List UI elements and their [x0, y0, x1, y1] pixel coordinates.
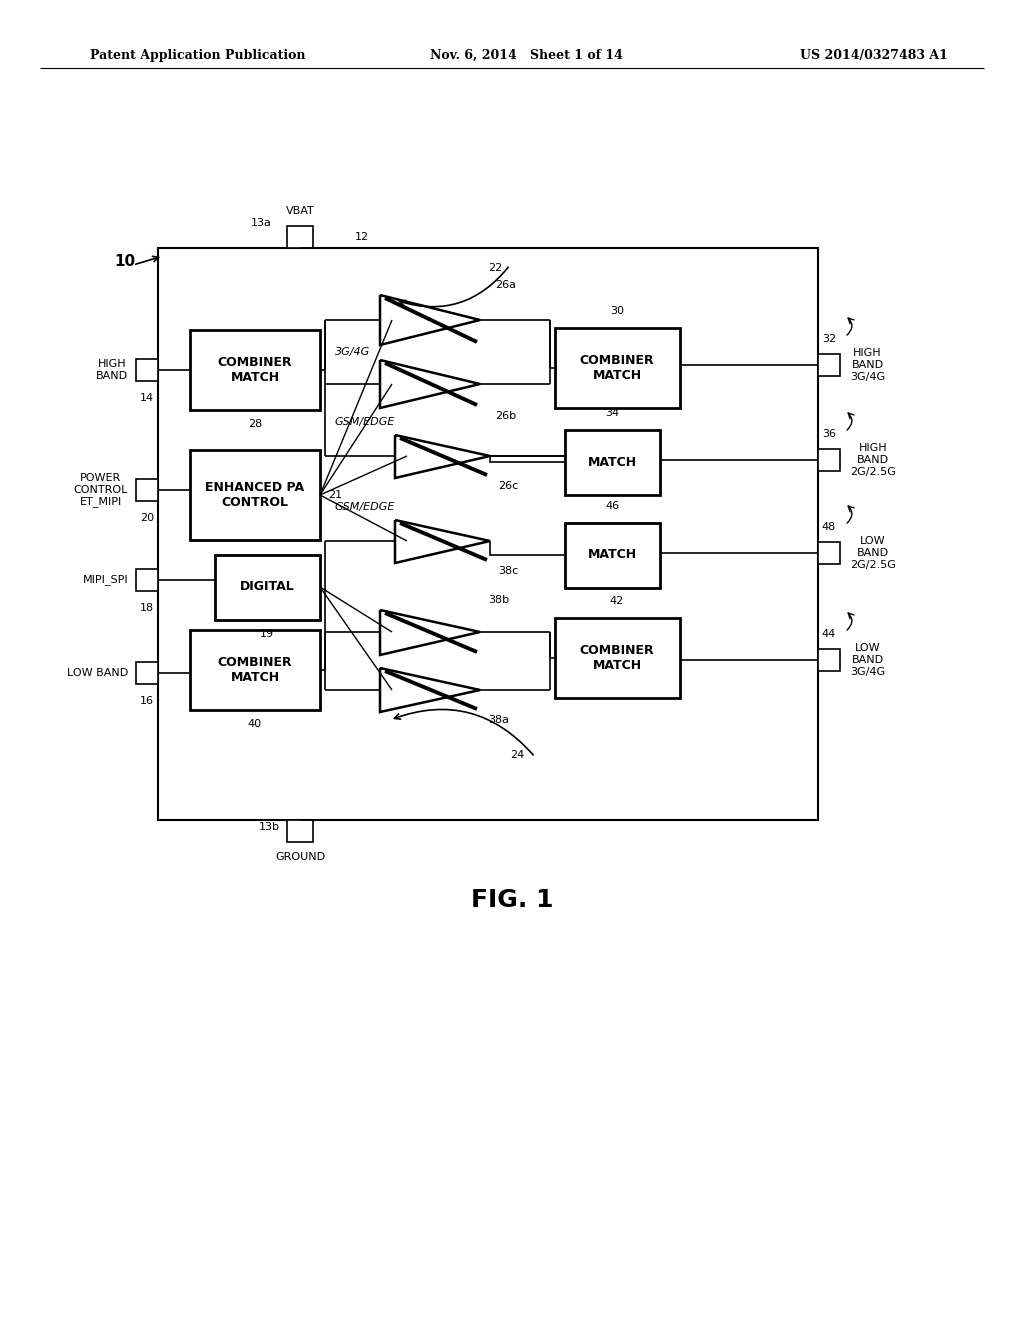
Text: HIGH
BAND: HIGH BAND — [96, 359, 128, 380]
Bar — [215, 554, 319, 620]
Text: 26a: 26a — [495, 280, 516, 290]
Text: 42: 42 — [610, 597, 624, 606]
Text: 28: 28 — [248, 418, 262, 429]
Text: 20: 20 — [140, 513, 154, 523]
Bar — [190, 450, 319, 540]
Text: DIGITAL: DIGITAL — [240, 581, 294, 594]
Text: 46: 46 — [605, 502, 620, 511]
Text: COMBINER
MATCH: COMBINER MATCH — [580, 644, 654, 672]
Bar — [136, 663, 158, 684]
Text: 30: 30 — [610, 306, 624, 315]
Text: 12: 12 — [355, 232, 369, 242]
Text: 13a: 13a — [251, 218, 272, 228]
Text: POWER
CONTROL
ET_MIPI: POWER CONTROL ET_MIPI — [74, 473, 128, 507]
Text: MATCH: MATCH — [588, 549, 637, 561]
Bar — [555, 327, 680, 408]
Text: 40: 40 — [248, 719, 262, 729]
Text: COMBINER
MATCH: COMBINER MATCH — [218, 656, 292, 684]
Text: MATCH: MATCH — [588, 455, 637, 469]
Text: US 2014/0327483 A1: US 2014/0327483 A1 — [800, 49, 948, 62]
Text: 38b: 38b — [488, 595, 509, 605]
Text: COMBINER
MATCH: COMBINER MATCH — [218, 356, 292, 384]
Text: 3G/4G: 3G/4G — [335, 347, 370, 356]
Text: ENHANCED PA
CONTROL: ENHANCED PA CONTROL — [206, 480, 304, 510]
Text: 26c: 26c — [498, 480, 518, 491]
Text: MIPI_SPI: MIPI_SPI — [82, 574, 128, 586]
Text: 19: 19 — [260, 630, 274, 639]
Text: 38a: 38a — [488, 715, 509, 725]
Bar — [818, 543, 840, 564]
Bar — [136, 359, 158, 381]
Bar — [818, 449, 840, 471]
Text: HIGH
BAND
3G/4G: HIGH BAND 3G/4G — [850, 348, 885, 381]
Text: 26b: 26b — [495, 411, 516, 421]
Text: 13b: 13b — [259, 822, 280, 832]
Text: 48: 48 — [822, 521, 837, 532]
Text: Patent Application Publication: Patent Application Publication — [90, 49, 305, 62]
Text: 22: 22 — [488, 263, 502, 273]
Text: 36: 36 — [822, 429, 836, 440]
Text: GSM/EDGE: GSM/EDGE — [335, 417, 395, 426]
Bar — [190, 630, 319, 710]
Text: COMBINER
MATCH: COMBINER MATCH — [580, 354, 654, 381]
Bar — [136, 569, 158, 591]
Text: 10: 10 — [115, 255, 135, 269]
Text: 18: 18 — [140, 603, 154, 612]
Text: HIGH
BAND
2G/2.5G: HIGH BAND 2G/2.5G — [850, 444, 896, 477]
Text: LOW BAND: LOW BAND — [67, 668, 128, 678]
Bar — [190, 330, 319, 411]
Bar — [565, 430, 660, 495]
Bar — [818, 354, 840, 376]
Bar — [287, 820, 313, 842]
Text: 44: 44 — [822, 630, 837, 639]
Text: 14: 14 — [140, 393, 154, 403]
Bar — [555, 618, 680, 698]
Bar — [287, 226, 313, 248]
Bar — [565, 523, 660, 587]
Text: 24: 24 — [510, 750, 524, 760]
Bar — [158, 248, 818, 820]
Text: GSM/EDGE: GSM/EDGE — [335, 502, 395, 512]
Text: LOW
BAND
2G/2.5G: LOW BAND 2G/2.5G — [850, 536, 896, 570]
Text: 16: 16 — [140, 696, 154, 706]
Text: 21: 21 — [328, 490, 342, 500]
Text: 32: 32 — [822, 334, 836, 345]
Text: VBAT: VBAT — [286, 206, 314, 216]
Text: LOW
BAND
3G/4G: LOW BAND 3G/4G — [850, 643, 885, 677]
Bar — [818, 649, 840, 671]
Text: FIG. 1: FIG. 1 — [471, 888, 553, 912]
Bar — [136, 479, 158, 502]
Text: Nov. 6, 2014   Sheet 1 of 14: Nov. 6, 2014 Sheet 1 of 14 — [430, 49, 623, 62]
Text: 38c: 38c — [498, 566, 518, 576]
Text: 34: 34 — [605, 408, 620, 418]
Text: GROUND: GROUND — [274, 851, 325, 862]
